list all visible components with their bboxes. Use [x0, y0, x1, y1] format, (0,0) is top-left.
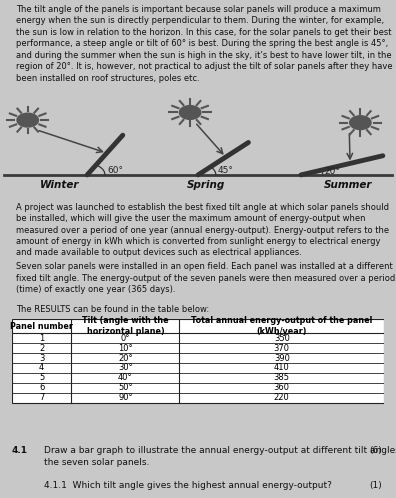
- Text: Draw a bar graph to illustrate the annual energy-output at different tilt angles: Draw a bar graph to illustrate the annua…: [44, 446, 396, 467]
- Text: 0°: 0°: [121, 334, 130, 343]
- Text: 45°: 45°: [218, 166, 234, 175]
- Text: Seven solar panels were installed in an open field. Each panel was installed at : Seven solar panels were installed in an …: [16, 262, 395, 294]
- Text: Winter: Winter: [40, 180, 79, 190]
- Text: 40°: 40°: [118, 374, 133, 382]
- Text: 370: 370: [274, 344, 290, 353]
- Text: 360: 360: [274, 383, 290, 392]
- Text: 60°: 60°: [108, 166, 124, 175]
- Text: 385: 385: [274, 374, 290, 382]
- Text: 7: 7: [39, 393, 44, 402]
- Text: Tilt (angle with the
horizontal plane): Tilt (angle with the horizontal plane): [82, 316, 169, 336]
- Text: 90°: 90°: [118, 393, 133, 402]
- Text: 20°: 20°: [118, 354, 133, 363]
- Text: 390: 390: [274, 354, 290, 363]
- Text: Total annual energy-output of the panel
(kWh/year): Total annual energy-output of the panel …: [191, 316, 373, 336]
- Text: 410: 410: [274, 364, 289, 373]
- Text: (6): (6): [369, 446, 382, 455]
- Text: 5: 5: [39, 374, 44, 382]
- Text: 4: 4: [39, 364, 44, 373]
- Text: 10°: 10°: [118, 344, 133, 353]
- Text: Summer: Summer: [324, 180, 373, 190]
- Text: Panel number: Panel number: [10, 322, 73, 331]
- Text: 4.1: 4.1: [12, 446, 28, 455]
- Circle shape: [179, 106, 201, 120]
- Circle shape: [17, 113, 38, 127]
- Circle shape: [350, 116, 371, 129]
- Text: 350: 350: [274, 334, 290, 343]
- Text: 30°: 30°: [118, 364, 133, 373]
- Text: The tilt angle of the panels is important because solar panels will produce a ma: The tilt angle of the panels is importan…: [16, 5, 392, 83]
- Text: 2: 2: [39, 344, 44, 353]
- Bar: [12, 319, 384, 403]
- Text: Spring: Spring: [187, 180, 225, 190]
- Text: 220: 220: [274, 393, 289, 402]
- Text: 20°: 20°: [325, 167, 341, 176]
- Text: 50°: 50°: [118, 383, 133, 392]
- Text: 4.1.1  Which tilt angle gives the highest annual energy-output?: 4.1.1 Which tilt angle gives the highest…: [44, 482, 331, 491]
- Text: The RESULTS can be found in the table below:: The RESULTS can be found in the table be…: [16, 305, 209, 314]
- Text: (1): (1): [369, 482, 382, 491]
- Text: A project was launched to establish the best fixed tilt angle at which solar pan: A project was launched to establish the …: [16, 203, 389, 257]
- Text: 6: 6: [39, 383, 44, 392]
- Text: 1: 1: [39, 334, 44, 343]
- Text: 3: 3: [39, 354, 44, 363]
